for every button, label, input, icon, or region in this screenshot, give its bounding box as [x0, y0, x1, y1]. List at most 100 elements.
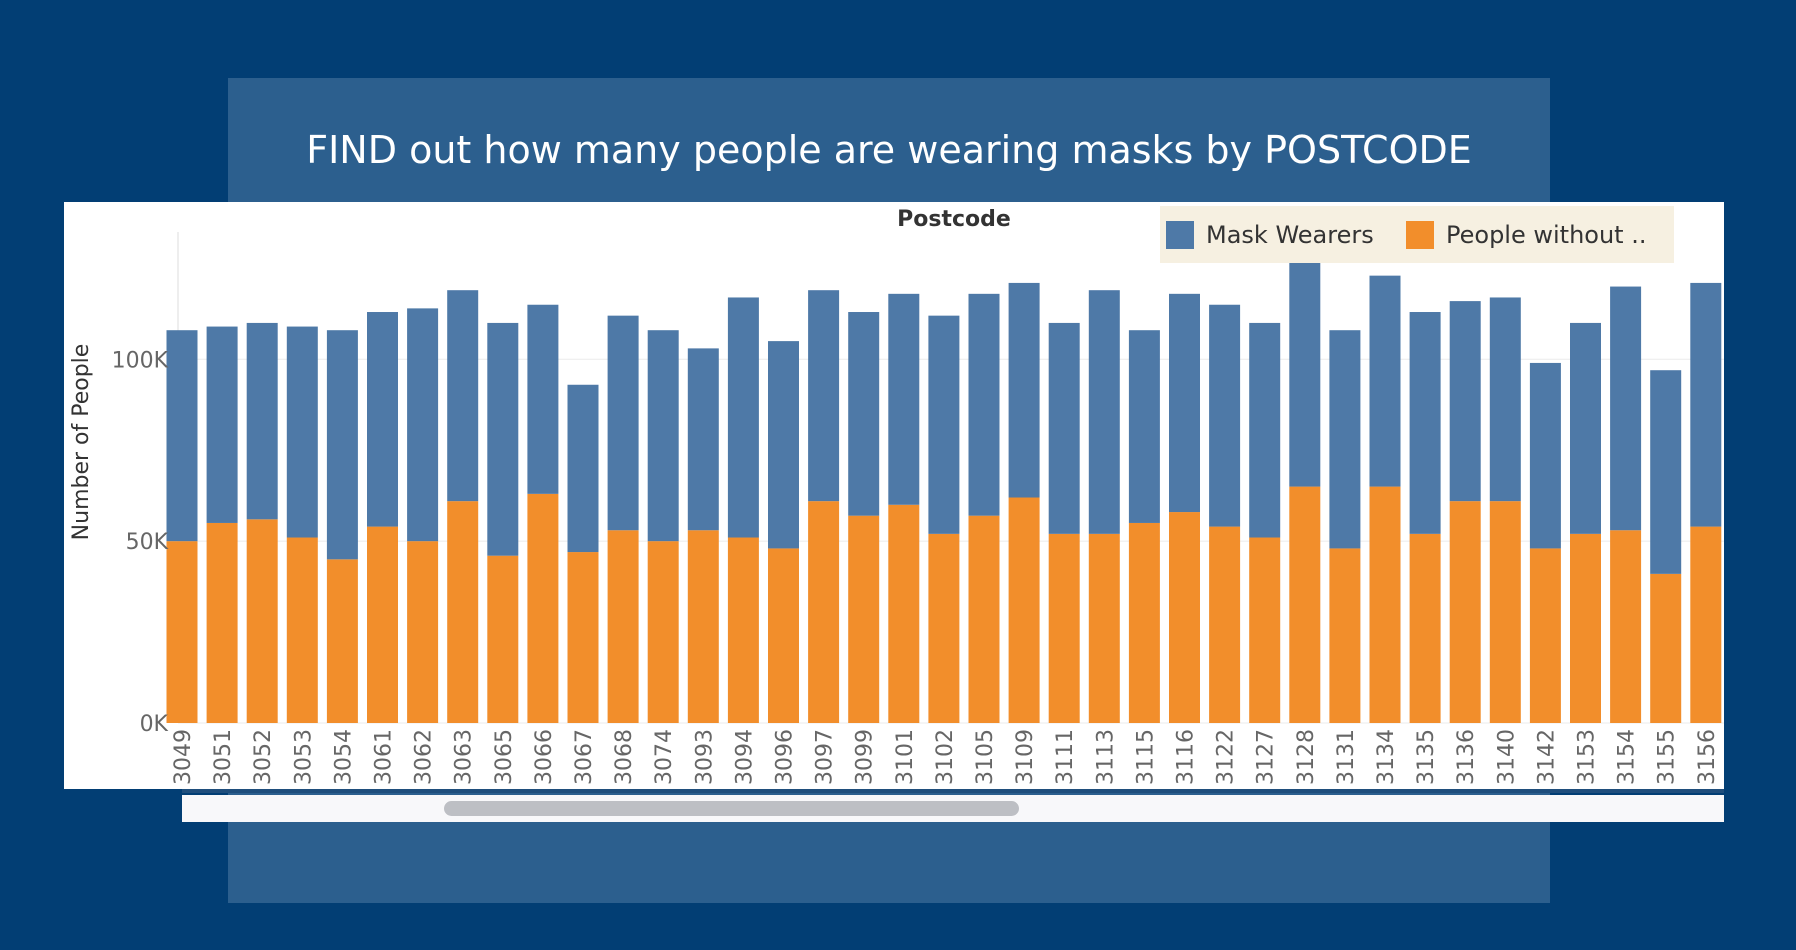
bar-people-without-3074[interactable] — [647, 541, 679, 723]
bar-people-without-3062[interactable] — [407, 541, 439, 723]
x-tick-label: 3131 — [1334, 729, 1359, 785]
bar-people-without-3054[interactable] — [326, 559, 358, 723]
x-tick-label: 3105 — [973, 729, 998, 785]
bar-mask-wearers-3153[interactable] — [1570, 322, 1601, 534]
bar-people-without-3111[interactable] — [1048, 533, 1080, 723]
bar-mask-wearers-3113[interactable] — [1088, 290, 1120, 534]
bar-mask-wearers-3062[interactable] — [407, 308, 439, 542]
bar-mask-wearers-3096[interactable] — [768, 341, 799, 549]
x-tick-label: 3136 — [1454, 729, 1479, 785]
bar-people-without-3134[interactable] — [1369, 486, 1401, 723]
bar-people-without-3094[interactable] — [727, 537, 759, 723]
bar-people-without-3052[interactable] — [246, 519, 278, 723]
bar-people-without-3068[interactable] — [607, 530, 639, 723]
bar-mask-wearers-3067[interactable] — [567, 384, 599, 553]
bar-mask-wearers-3074[interactable] — [647, 330, 679, 542]
legend-item-people-without[interactable]: People without .. — [1406, 206, 1646, 263]
bar-people-without-3101[interactable] — [888, 504, 920, 723]
bar-people-without-3066[interactable] — [527, 493, 559, 723]
bar-people-without-3122[interactable] — [1209, 526, 1241, 723]
bar-people-without-3153[interactable] — [1570, 533, 1601, 723]
bar-mask-wearers-3128[interactable] — [1289, 250, 1321, 487]
bar-people-without-3061[interactable] — [367, 526, 398, 723]
bar-people-without-3154[interactable] — [1610, 530, 1642, 723]
bar-mask-wearers-3065[interactable] — [487, 322, 519, 556]
bar-mask-wearers-3111[interactable] — [1048, 322, 1080, 534]
bar-people-without-3116[interactable] — [1169, 512, 1200, 723]
bar-mask-wearers-3135[interactable] — [1409, 312, 1441, 534]
bar-mask-wearers-3105[interactable] — [968, 293, 1000, 516]
bar-people-without-3096[interactable] — [768, 548, 799, 723]
bar-people-without-3067[interactable] — [567, 552, 599, 723]
bar-mask-wearers-3134[interactable] — [1369, 275, 1401, 487]
bar-mask-wearers-3051[interactable] — [206, 326, 238, 523]
bar-people-without-3097[interactable] — [808, 501, 840, 723]
bar-people-without-3142[interactable] — [1529, 548, 1561, 723]
page-title: FIND out how many people are wearing mas… — [306, 128, 1472, 172]
x-tick-label: 3153 — [1575, 729, 1600, 785]
bar-mask-wearers-3131[interactable] — [1329, 330, 1361, 549]
bar-mask-wearers-3054[interactable] — [326, 330, 358, 560]
x-tick-label: 3094 — [732, 729, 757, 785]
x-tick-label: 3134 — [1374, 729, 1399, 785]
bar-people-without-3128[interactable] — [1289, 486, 1321, 723]
bar-people-without-3156[interactable] — [1690, 526, 1722, 723]
horizontal-scrollbar[interactable] — [182, 795, 1724, 822]
bar-people-without-3109[interactable] — [1008, 497, 1040, 723]
x-axis-label: Postcode — [897, 207, 1011, 232]
bar-mask-wearers-3068[interactable] — [607, 315, 639, 531]
bar-mask-wearers-3156[interactable] — [1690, 282, 1722, 527]
bar-mask-wearers-3101[interactable] — [888, 293, 920, 505]
bar-mask-wearers-3099[interactable] — [848, 312, 880, 516]
bar-people-without-3155[interactable] — [1650, 573, 1682, 723]
bar-mask-wearers-3061[interactable] — [367, 312, 398, 527]
legend-item-mask-wearers[interactable]: Mask Wearers — [1166, 206, 1374, 263]
bar-mask-wearers-3053[interactable] — [286, 326, 318, 538]
bar-mask-wearers-3136[interactable] — [1449, 301, 1481, 502]
bar-mask-wearers-3052[interactable] — [246, 322, 278, 520]
bar-mask-wearers-3049[interactable] — [166, 330, 198, 542]
chart-area: 0K 50K 100K 3049 3051 3052 3053 3054 3061 3062 30… — [64, 202, 1724, 789]
bar-mask-wearers-3116[interactable] — [1169, 293, 1200, 513]
bars[interactable] — [166, 250, 1722, 723]
bar-people-without-3105[interactable] — [968, 515, 1000, 723]
bar-people-without-3115[interactable] — [1128, 522, 1160, 723]
bar-mask-wearers-3115[interactable] — [1128, 330, 1160, 523]
bar-people-without-3049[interactable] — [166, 541, 198, 723]
bar-people-without-3099[interactable] — [848, 515, 880, 723]
bar-mask-wearers-3093[interactable] — [687, 348, 719, 531]
bar-people-without-3113[interactable] — [1088, 533, 1120, 723]
bar-people-without-3135[interactable] — [1409, 533, 1441, 723]
x-tick-label: 3099 — [853, 729, 878, 785]
x-tick-label: 3061 — [372, 729, 397, 785]
x-tick-label: 3068 — [612, 729, 637, 785]
bar-people-without-3051[interactable] — [206, 522, 238, 723]
scroll-thumb[interactable] — [444, 801, 1020, 816]
legend[interactable]: Mask Wearers People without .. — [1160, 206, 1674, 263]
bar-mask-wearers-3140[interactable] — [1489, 297, 1521, 502]
bar-mask-wearers-3102[interactable] — [928, 315, 960, 534]
bar-mask-wearers-3127[interactable] — [1249, 322, 1281, 538]
bar-people-without-3102[interactable] — [928, 533, 960, 723]
bar-people-without-3127[interactable] — [1249, 537, 1281, 723]
bar-mask-wearers-3094[interactable] — [727, 297, 759, 538]
bar-people-without-3065[interactable] — [487, 555, 519, 723]
bar-mask-wearers-3063[interactable] — [447, 290, 479, 502]
x-tick-label: 3074 — [652, 729, 677, 785]
x-tick-label: 3115 — [1133, 729, 1158, 785]
x-tick-label: 3128 — [1294, 729, 1319, 785]
bar-people-without-3131[interactable] — [1329, 548, 1361, 723]
bar-mask-wearers-3155[interactable] — [1650, 370, 1682, 574]
bar-mask-wearers-3109[interactable] — [1008, 282, 1040, 498]
bar-mask-wearers-3066[interactable] — [527, 304, 559, 494]
bar-people-without-3136[interactable] — [1449, 501, 1481, 723]
bar-mask-wearers-3122[interactable] — [1209, 304, 1241, 527]
bar-people-without-3063[interactable] — [447, 501, 479, 723]
bar-mask-wearers-3154[interactable] — [1610, 286, 1642, 531]
bar-people-without-3093[interactable] — [687, 530, 719, 723]
bar-people-without-3140[interactable] — [1489, 501, 1521, 723]
bar-mask-wearers-3142[interactable] — [1529, 362, 1561, 549]
bar-people-without-3053[interactable] — [286, 537, 318, 723]
bar-mask-wearers-3097[interactable] — [808, 290, 840, 502]
